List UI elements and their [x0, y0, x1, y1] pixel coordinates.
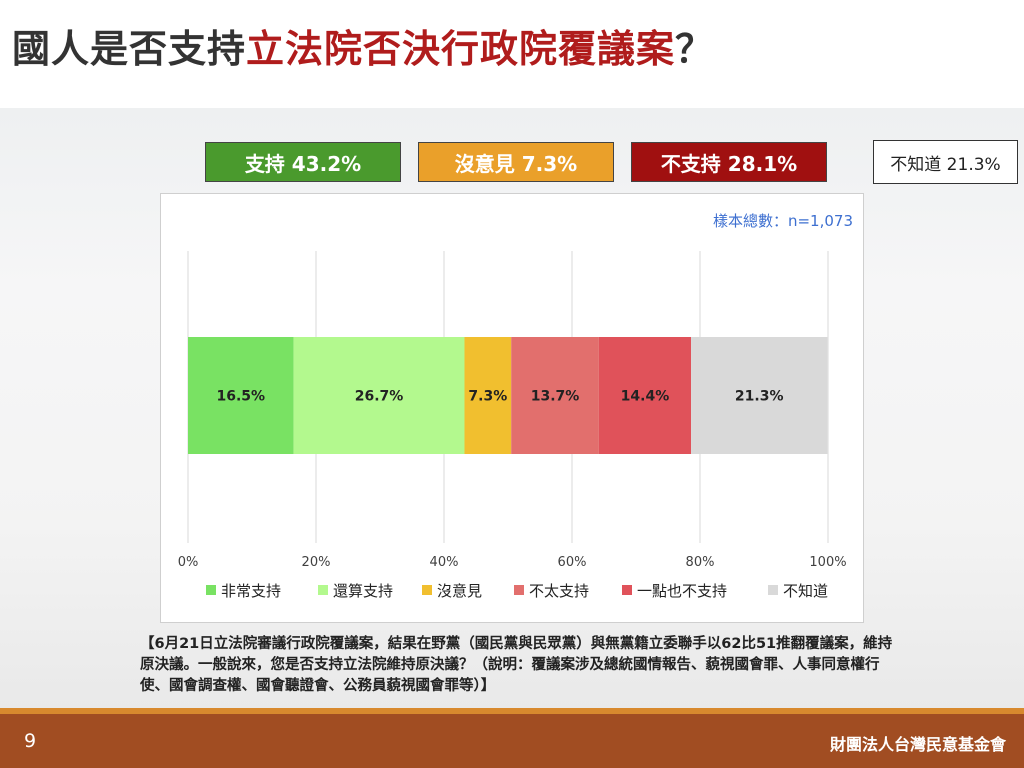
data-label: 26.7%	[355, 389, 404, 405]
legend-label: 沒意見	[437, 582, 482, 600]
summary-oppose-box: 不支持 28.1%	[631, 142, 827, 182]
legend-swatch	[206, 585, 216, 595]
data-label: 14.4%	[621, 389, 670, 405]
bar-segment	[511, 337, 599, 454]
footer-bar	[0, 714, 1024, 768]
title-question-mark: ？	[675, 27, 715, 71]
legend-swatch	[622, 585, 632, 595]
bar-segment	[691, 337, 828, 454]
data-label: 13.7%	[531, 389, 580, 405]
data-label: 7.3%	[468, 389, 507, 405]
page-title: 國人是否支持立法院否決行政院覆議案？	[12, 18, 714, 73]
legend-swatch	[768, 585, 778, 595]
bar-segment	[464, 337, 512, 454]
summary-dont-know-box: 不知道 21.3%	[873, 140, 1018, 184]
x-tick-label: 60%	[558, 555, 587, 570]
sample-size-label: 樣本總數：n=1,073	[712, 212, 853, 230]
bar-segment	[293, 337, 465, 454]
organization-name: 財團法人台灣民意基金會	[829, 735, 1006, 754]
legend-swatch	[318, 585, 328, 595]
header: 國人是否支持立法院否決行政院覆議案？	[0, 0, 1024, 108]
x-tick-label: 100%	[809, 555, 846, 570]
x-tick-label: 40%	[430, 555, 459, 570]
x-tick-label: 20%	[302, 555, 331, 570]
bar-segment	[598, 337, 692, 454]
legend-label: 一點也不支持	[637, 582, 727, 600]
data-label: 16.5%	[217, 389, 266, 405]
x-tick-label: 80%	[686, 555, 715, 570]
legend-label: 不知道	[783, 582, 828, 600]
data-label: 21.3%	[735, 389, 784, 405]
summary-support-box: 支持 43.2%	[205, 142, 401, 182]
legend-label: 不太支持	[529, 582, 589, 600]
footer-stripe	[0, 708, 1024, 714]
page-number: 9	[24, 730, 37, 752]
legend-label: 非常支持	[221, 582, 281, 600]
x-tick-label: 0%	[178, 555, 199, 570]
summary-neutral-box: 沒意見 7.3%	[418, 142, 614, 182]
bar-segment	[188, 337, 294, 454]
question-note: 【6月21日立法院審議行政院覆議案，結果在野黨（國民黨與民眾黨）與無黨籍立委聯手…	[140, 636, 893, 694]
legend-swatch	[422, 585, 432, 595]
title-highlight: 立法院否決行政院覆議案	[246, 27, 676, 71]
stacked-bar-chart: 0% 20% 40% 60% 80% 100% 16.5% 26.7% 7.3% 13.7% 14.…	[178, 251, 847, 600]
legend-label: 還算支持	[333, 582, 393, 600]
legend-swatch	[514, 585, 524, 595]
title-part1: 國人是否支持	[12, 27, 247, 71]
